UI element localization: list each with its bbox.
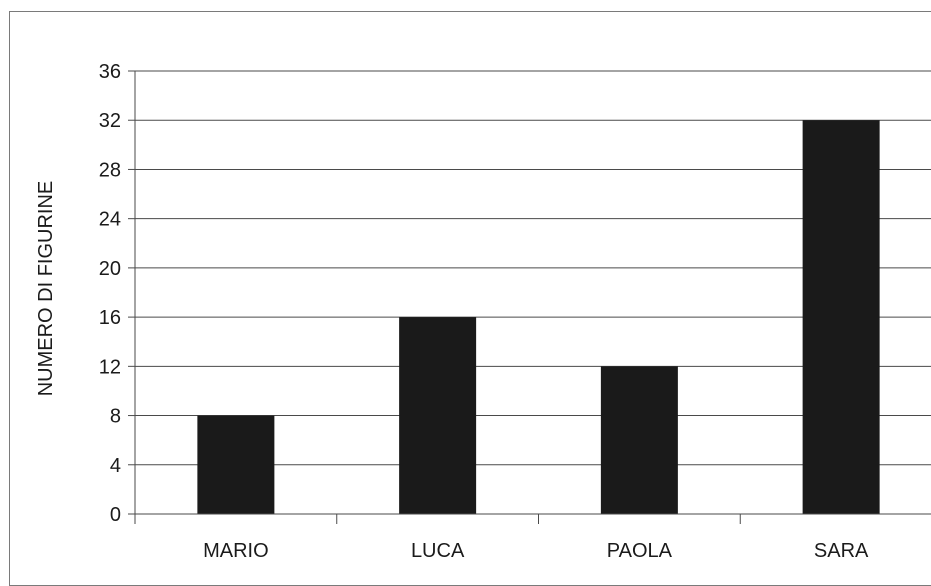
- y-tick-label: 20: [99, 258, 121, 280]
- y-tick-label: 0: [110, 504, 121, 526]
- y-tick-label: 8: [110, 406, 121, 428]
- y-tick-label: 24: [99, 209, 121, 231]
- x-tick-label: PAOLA: [607, 540, 673, 562]
- y-tick-label: 28: [99, 159, 121, 181]
- y-tick-label: 32: [99, 110, 121, 132]
- y-tick-label: 4: [110, 455, 121, 477]
- bars: [197, 120, 880, 514]
- y-tick-label: 16: [99, 307, 121, 329]
- bar-paola: [600, 366, 678, 514]
- y-axis-title: NUMERO DI FIGURINE: [35, 181, 57, 397]
- x-tick-label: LUCA: [411, 540, 465, 562]
- x-tick-labels: MARIO LUCA PAOLA SARA: [203, 540, 869, 562]
- bar-luca: [399, 317, 477, 514]
- x-tick-label: SARA: [814, 540, 869, 562]
- bar-mario: [197, 415, 275, 514]
- y-tick-label: 12: [99, 356, 121, 378]
- bar-sara: [802, 120, 880, 514]
- y-tick-label: 36: [99, 61, 121, 83]
- x-tick-label: MARIO: [203, 540, 269, 562]
- y-tick-labels: 0 4 8 12 16 20 24 28 32 36: [99, 61, 121, 526]
- axes: [128, 70, 931, 524]
